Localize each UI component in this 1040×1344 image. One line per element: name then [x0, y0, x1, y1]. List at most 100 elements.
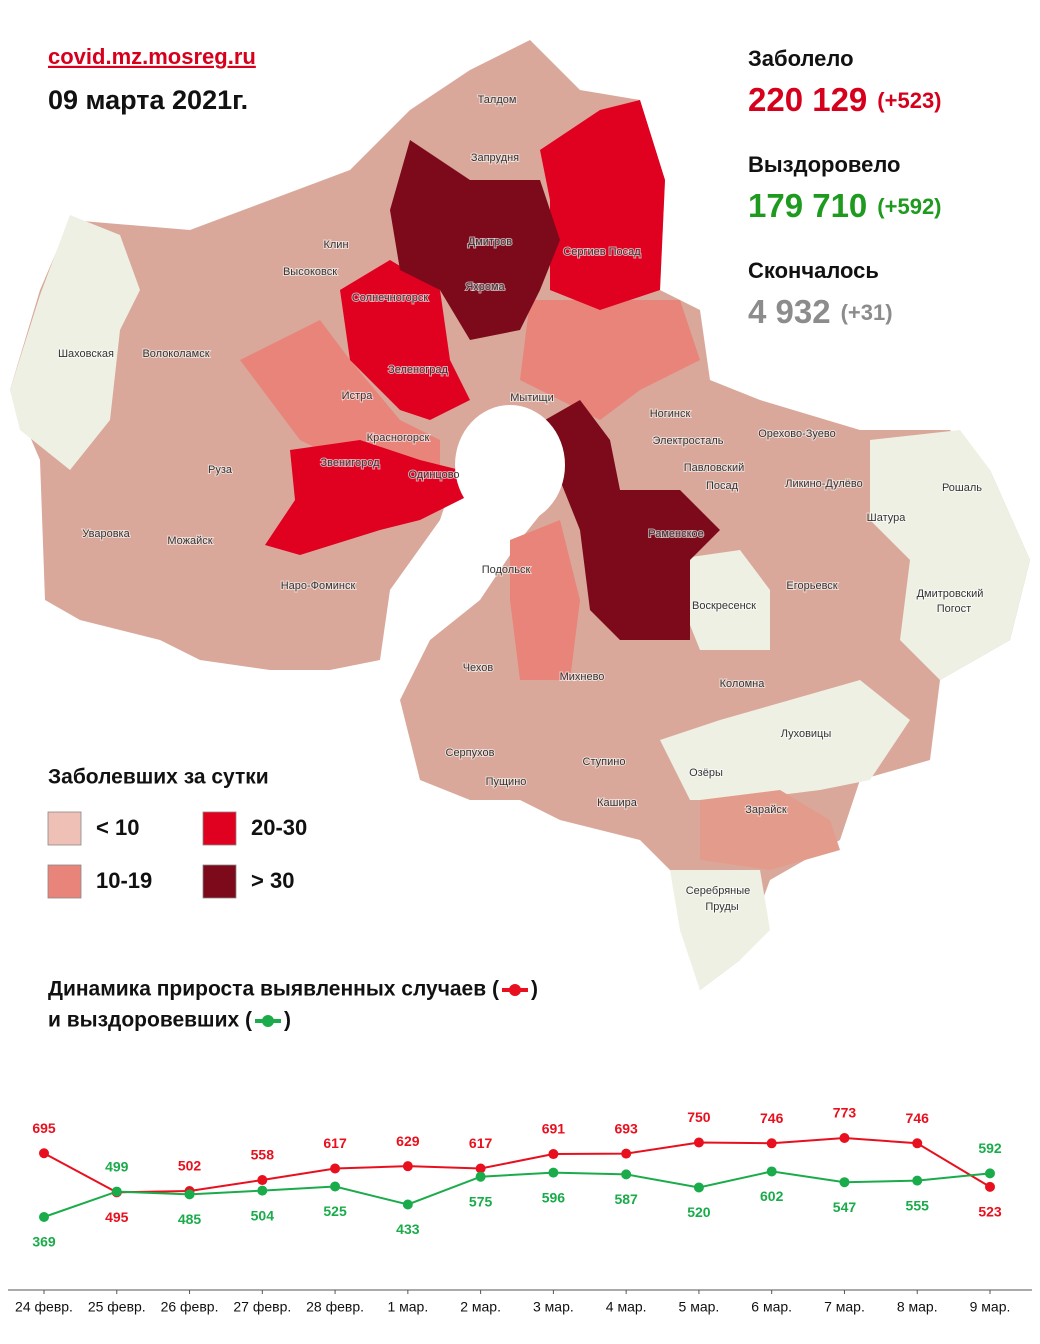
- map-label: Дмитровский: [917, 588, 984, 600]
- map-label: Волоколамск: [142, 348, 209, 360]
- value-label: 495: [105, 1209, 129, 1225]
- map-label: Сергиев Посад: [563, 246, 641, 258]
- value-label: 523: [978, 1204, 1002, 1220]
- map-label: Луховицы: [781, 728, 832, 740]
- point: [621, 1148, 632, 1159]
- stat-delta: (+523): [877, 88, 941, 113]
- value-label: 587: [614, 1191, 638, 1207]
- map-label: Рошаль: [942, 482, 982, 494]
- map-label: Солнечногорск: [352, 292, 428, 304]
- point: [257, 1185, 268, 1196]
- map-label: Орехово-Зуево: [758, 428, 836, 440]
- stat-label: Скончалось: [748, 258, 879, 283]
- legend-swatch: [202, 864, 237, 899]
- point: [766, 1138, 777, 1149]
- map-label: Погост: [937, 603, 971, 615]
- map-light: [870, 430, 1030, 680]
- point: [39, 1212, 49, 1222]
- map-label: Уваровка: [82, 528, 130, 540]
- point: [330, 1163, 341, 1174]
- stat-delta: (+592): [877, 194, 941, 219]
- stat-value: 220 129 (+523): [748, 81, 942, 118]
- point: [257, 1175, 268, 1186]
- map-label: Подольск: [482, 564, 531, 576]
- map-label: Высоковск: [283, 266, 337, 278]
- x-tick-label: 4 мар.: [606, 1299, 647, 1315]
- map-label: Звенигород: [320, 457, 380, 469]
- map-label: Клин: [323, 239, 348, 251]
- value-label: 502: [178, 1158, 202, 1174]
- map-light: [10, 215, 140, 470]
- value-label: 617: [469, 1135, 493, 1151]
- moscow-hole: [455, 405, 565, 525]
- map-label: Одинцово: [408, 469, 459, 481]
- legend-swatch: [47, 864, 82, 899]
- value-label: 629: [396, 1133, 420, 1149]
- value-label: 693: [614, 1120, 638, 1136]
- map-label: Михнево: [560, 671, 605, 683]
- value-label: 555: [906, 1197, 930, 1213]
- legend-title: Заболевших за сутки: [48, 766, 269, 789]
- map-red: [540, 100, 665, 310]
- stats: Заболело 220 129 (+523) Выздоровело 179 710 (…: [748, 46, 942, 330]
- point: [111, 1186, 122, 1197]
- value-label: 520: [687, 1204, 711, 1220]
- site-link[interactable]: covid.mz.mosreg.ru: [48, 44, 256, 69]
- map-label: Чехов: [463, 662, 494, 674]
- stat-number: 220 129: [748, 81, 867, 118]
- chart-title: ): [531, 978, 538, 1001]
- series-line: [43, 1170, 991, 1218]
- map-label: Посад: [706, 480, 739, 492]
- value-label: 504: [251, 1207, 275, 1223]
- map-label: Красногорск: [367, 432, 430, 444]
- value-label: 499: [105, 1158, 129, 1174]
- stat-delta: (+31): [841, 300, 893, 325]
- map-mid: [700, 790, 840, 870]
- map-light: [670, 870, 770, 990]
- x-tick-label: 9 мар.: [970, 1299, 1011, 1315]
- value-label: 596: [542, 1189, 566, 1205]
- chart-title: и выздоровевших (: [48, 1009, 252, 1032]
- map-label: Ступино: [583, 756, 626, 768]
- x-tick-label: 28 февр.: [306, 1299, 364, 1315]
- legend-label: 20-30: [251, 815, 307, 840]
- x-tick-label: 5 мар.: [679, 1299, 720, 1315]
- value-label: 695: [32, 1120, 56, 1136]
- map-mid: [240, 320, 440, 470]
- value-label: 485: [178, 1211, 202, 1227]
- map-label: Воскресенск: [692, 600, 756, 612]
- value-label: 750: [687, 1109, 711, 1125]
- x-tick-label: 27 февр.: [233, 1299, 291, 1315]
- map: Талдом Запрудня Клин Высоковск Дмитров Яхрома…: [10, 40, 1030, 990]
- map-label: Пущино: [486, 776, 527, 788]
- value-label: 369: [32, 1234, 56, 1250]
- map-label: Зарайск: [745, 804, 787, 816]
- line-chart: Динамика прироста выявленных случаев () и…: [8, 978, 1032, 1315]
- point: [912, 1175, 923, 1186]
- point: [839, 1177, 850, 1188]
- map-label: Ликино-Дулёво: [785, 478, 863, 490]
- stat-number: 4 932: [748, 293, 831, 330]
- x-tick-label: 3 мар.: [533, 1299, 574, 1315]
- value-label: 746: [760, 1110, 784, 1126]
- value-label: 575: [469, 1193, 493, 1209]
- report-date: 09 марта 2021г.: [48, 85, 248, 115]
- point: [985, 1168, 995, 1179]
- value-label: 773: [833, 1105, 857, 1121]
- map-label: Ногинск: [650, 408, 691, 420]
- stat-value: 179 710 (+592): [748, 187, 942, 224]
- value-label: 592: [978, 1140, 1002, 1156]
- value-label: 547: [833, 1199, 857, 1215]
- map-label: Яхрома: [465, 281, 505, 293]
- chart-title: Динамика прироста выявленных случаев (: [48, 978, 499, 1001]
- x-tick-label: 8 мар.: [897, 1299, 938, 1315]
- map-mid: [510, 520, 580, 680]
- chart-title: ): [284, 1009, 291, 1032]
- stat-label: Заболело: [748, 46, 854, 71]
- map-label: Электросталь: [653, 435, 724, 447]
- point: [839, 1133, 850, 1143]
- value-label: 525: [323, 1203, 347, 1219]
- map-label: Озёры: [689, 767, 723, 779]
- map-mid: [520, 300, 700, 420]
